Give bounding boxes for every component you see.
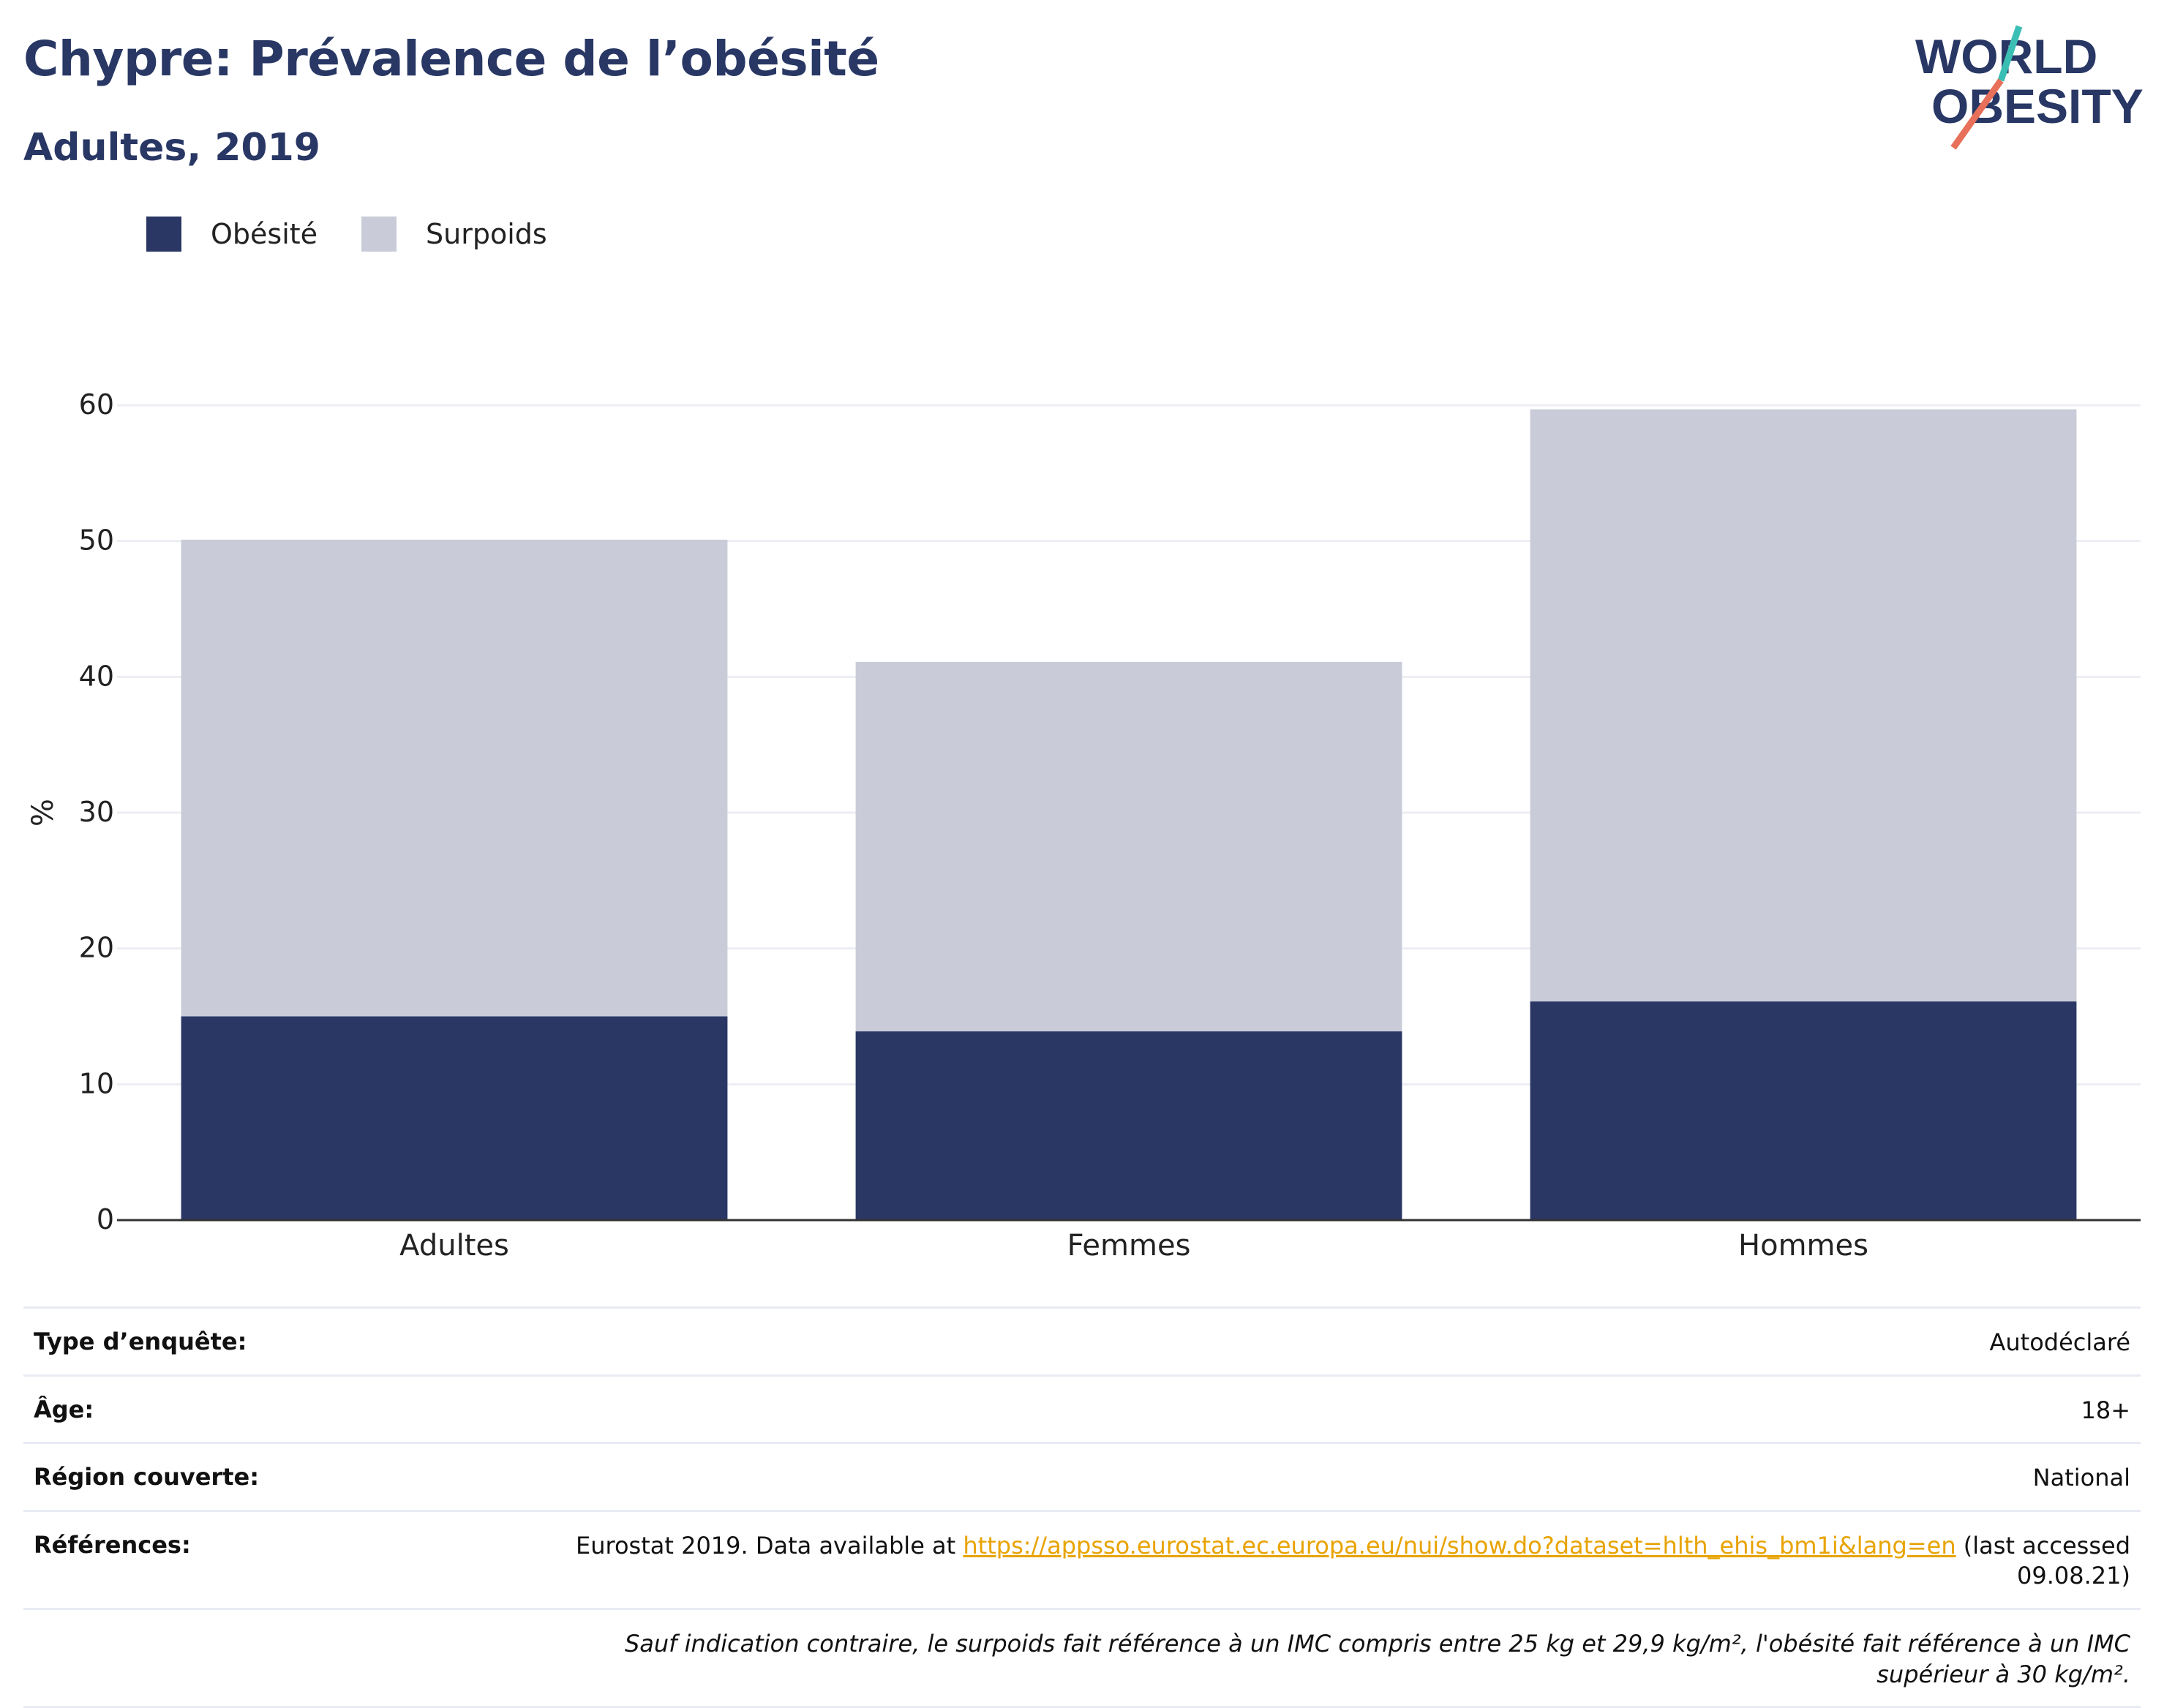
y-tick-label: 20 bbox=[79, 932, 114, 964]
chart-subtitle: Adultes, 2019 bbox=[23, 126, 320, 170]
legend-swatch-obesity bbox=[146, 217, 181, 252]
bar-overweight-hommes bbox=[1530, 409, 2077, 1002]
y-tick-label: 60 bbox=[79, 388, 114, 421]
meta-row-region: Région couverte: National bbox=[23, 1442, 2141, 1510]
meta-value: Autodéclaré bbox=[1989, 1328, 2130, 1356]
logo-line2: OBESITY bbox=[1931, 79, 2144, 133]
bar-overweight-femmes bbox=[855, 661, 1402, 1031]
legend-label-overweight: Surpoids bbox=[426, 218, 547, 250]
legend-item-overweight: Surpoids bbox=[361, 217, 547, 252]
y-tick-label: 30 bbox=[79, 796, 114, 828]
meta-label: Région couverte: bbox=[34, 1463, 259, 1491]
legend-label-obesity: Obésité bbox=[211, 218, 318, 250]
bar-obesity-adultes bbox=[181, 1016, 728, 1220]
references-suffix: (last accessed 09.08.21) bbox=[1956, 1531, 2130, 1590]
meta-value: Eurostat 2019. Data available at https:/… bbox=[521, 1531, 2130, 1592]
x-tick-label: Hommes bbox=[1738, 1229, 1868, 1263]
meta-row-age: Âge: 18+ bbox=[23, 1374, 2141, 1442]
metadata-table: Type d’enquête: Autodéclaré Âge: 18+ Rég… bbox=[23, 1306, 2141, 1708]
y-tick-label: 10 bbox=[79, 1067, 114, 1099]
x-tick-label: Adultes bbox=[399, 1229, 509, 1263]
legend-item-obesity: Obésité bbox=[146, 217, 318, 252]
y-tick-label: 50 bbox=[79, 524, 114, 557]
meta-value: National bbox=[2032, 1464, 2130, 1492]
meta-label: Références: bbox=[34, 1530, 191, 1559]
chart-title: Chypre: Prévalence de l’obésité bbox=[23, 31, 879, 87]
references-link[interactable]: https://appsso.eurostat.ec.europa.eu/nui… bbox=[963, 1531, 1956, 1560]
legend-swatch-overweight bbox=[361, 217, 397, 252]
logo-slash-top bbox=[1997, 25, 2023, 82]
meta-row-note: Sauf indication contraire, le surpoids f… bbox=[23, 1607, 2141, 1706]
y-tick-label: 40 bbox=[79, 660, 114, 692]
bar-overweight-adultes bbox=[181, 539, 728, 1017]
stacked-bar-chart: 0 10 20 30 40 50 60% Adultes Femmes Hommes bbox=[26, 388, 2141, 1263]
definition-note: Sauf indication contraire, le surpoids f… bbox=[624, 1629, 2130, 1688]
logo-slash-bottom bbox=[1950, 78, 2004, 150]
meta-value: 18+ bbox=[2081, 1396, 2130, 1424]
x-tick-label: Femmes bbox=[1067, 1229, 1191, 1263]
meta-row-references: Références: Eurostat 2019. Data availabl… bbox=[23, 1509, 2141, 1608]
chart-legend: Obésité Surpoids bbox=[146, 217, 591, 252]
y-tick-label: 0 bbox=[97, 1203, 114, 1235]
meta-label: Âge: bbox=[34, 1395, 94, 1423]
y-axis-label: % bbox=[26, 799, 60, 827]
references-prefix: Eurostat 2019. Data available at bbox=[576, 1531, 963, 1560]
bar-obesity-femmes bbox=[855, 1031, 1402, 1220]
world-obesity-logo: WORLD OBESITY bbox=[1915, 25, 2144, 150]
meta-row-survey-type: Type d’enquête: Autodéclaré bbox=[23, 1306, 2141, 1374]
bar-obesity-hommes bbox=[1530, 1001, 2077, 1220]
meta-label: Type d’enquête: bbox=[34, 1328, 247, 1355]
